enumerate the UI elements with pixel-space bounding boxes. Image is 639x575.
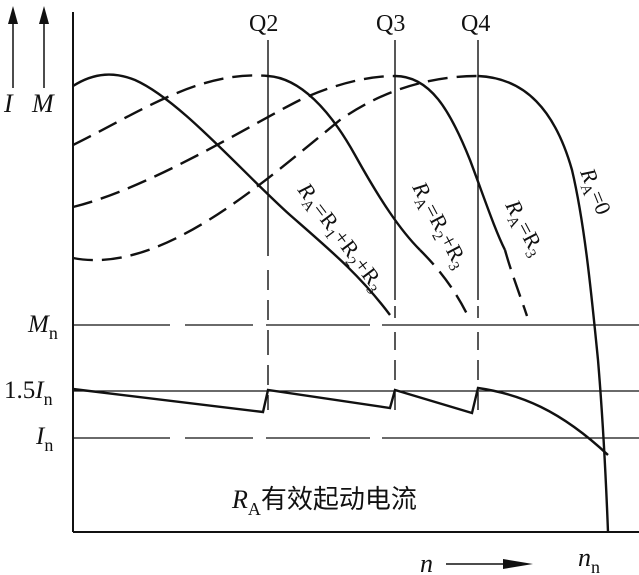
step-label-q2: Q2 — [249, 11, 278, 37]
torque-curve-r3 — [394, 74, 507, 251]
torque-curve-r2-r3-dashed — [72, 74, 470, 317]
curve-label-r2-r3: RA=R2+R3 — [404, 177, 474, 274]
rated-current-label: In — [35, 423, 53, 455]
step-label-q4: Q4 — [461, 11, 490, 37]
torque-axis-arrowhead — [39, 6, 49, 24]
step-label-q3: Q3 — [376, 11, 405, 37]
torque-curve-r1-r2-r3 — [72, 73, 391, 316]
speed-axis-label: n — [420, 549, 433, 575]
speed-arrowhead — [503, 559, 533, 569]
curve-label-r1-r2-r3: RA=R1+R2+R3 — [289, 177, 390, 298]
curve-label-r0: RA=0 — [571, 164, 616, 220]
starting-current-curve — [72, 386, 609, 456]
curve-label-r3: RA=R3 — [497, 195, 551, 261]
rated-speed-label: nn — [578, 543, 600, 575]
torque-axis-label: M — [31, 89, 55, 118]
current-axis-label: I — [3, 89, 14, 118]
starting-current-caption: RA有效起动电流 — [231, 485, 417, 519]
current-1-5-label: 1.5In — [4, 377, 53, 409]
torque-curve-r1-r2-r3-dashed — [72, 74, 269, 147]
rated-torque-label: Mn — [27, 311, 58, 343]
torque-curve-r0 — [477, 74, 610, 533]
torque-curve-r3-dashed — [72, 74, 529, 317]
torque-curve-r2-r3 — [267, 74, 421, 251]
current-axis-arrowhead — [8, 6, 18, 24]
